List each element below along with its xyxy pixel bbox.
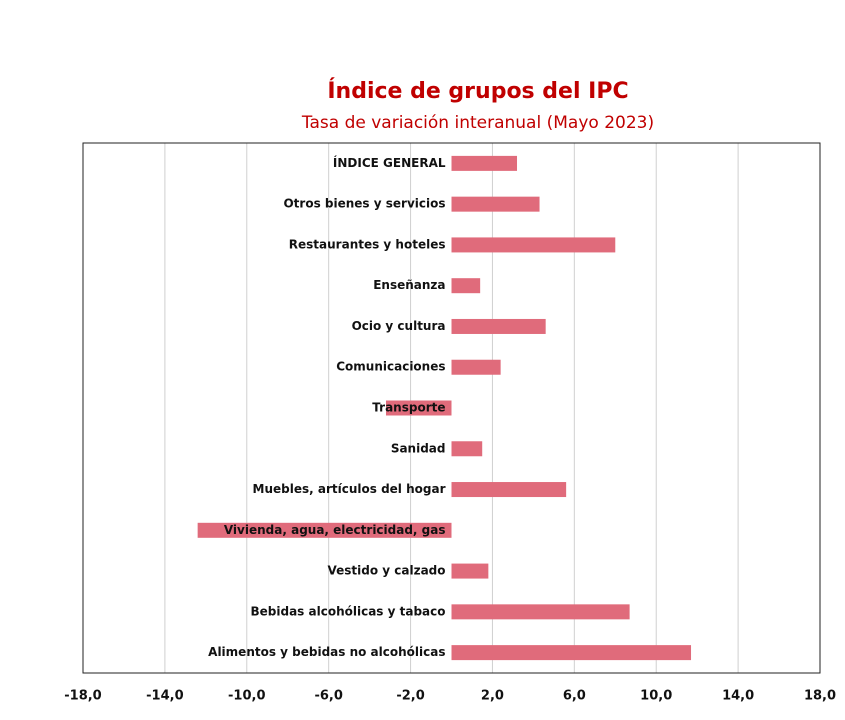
y-tick-label: Bebidas alcohólicas y tabaco (251, 604, 446, 618)
y-tick-label: Transporte (372, 401, 445, 415)
y-tick-label: Vivienda, agua, electricidad, gas (224, 523, 446, 537)
x-tick-label: 6,0 (563, 689, 586, 704)
plot-frame (82, 142, 821, 674)
y-tick-label: Comunicaciones (336, 360, 445, 374)
bar (451, 318, 546, 334)
bar (451, 441, 483, 457)
x-tick-label: 10,0 (640, 689, 672, 704)
bar (451, 237, 616, 253)
x-tick-label: 18,0 (804, 689, 836, 704)
x-tick-label: 14,0 (722, 689, 754, 704)
x-tick-label: -6,0 (314, 689, 342, 704)
y-tick-label: Alimentos y bebidas no alcohólicas (208, 645, 445, 659)
x-tick-label: -14,0 (146, 689, 183, 704)
y-tick-label: Enseñanza (373, 278, 445, 292)
bar (451, 563, 489, 579)
bar (385, 400, 452, 416)
x-tick-label: 2,0 (481, 689, 504, 704)
bar (451, 604, 630, 620)
x-tick-label: -10,0 (228, 689, 265, 704)
chart-title: Índice de grupos del IPC (327, 78, 628, 104)
bar (451, 359, 501, 375)
bar (197, 522, 452, 538)
y-tick-label: Otros bienes y servicios (283, 197, 445, 211)
bar (451, 155, 518, 171)
bar (451, 645, 692, 661)
y-tick-label: Ocio y cultura (352, 319, 446, 333)
bar (451, 482, 567, 498)
y-tick-label: ÍNDICE GENERAL (333, 155, 446, 170)
y-tick-label: Muebles, artículos del hogar (253, 482, 446, 496)
bar (451, 278, 481, 294)
y-tick-label: Restaurantes y hoteles (289, 237, 446, 251)
bar (451, 196, 540, 212)
x-tick-label: -18,0 (64, 689, 101, 704)
chart-subtitle: Tasa de variación interanual (Mayo 2023) (301, 113, 654, 133)
x-tick-label: -2,0 (396, 689, 424, 704)
y-tick-label: Vestido y calzado (327, 564, 445, 578)
y-tick-label: Sanidad (391, 441, 446, 455)
